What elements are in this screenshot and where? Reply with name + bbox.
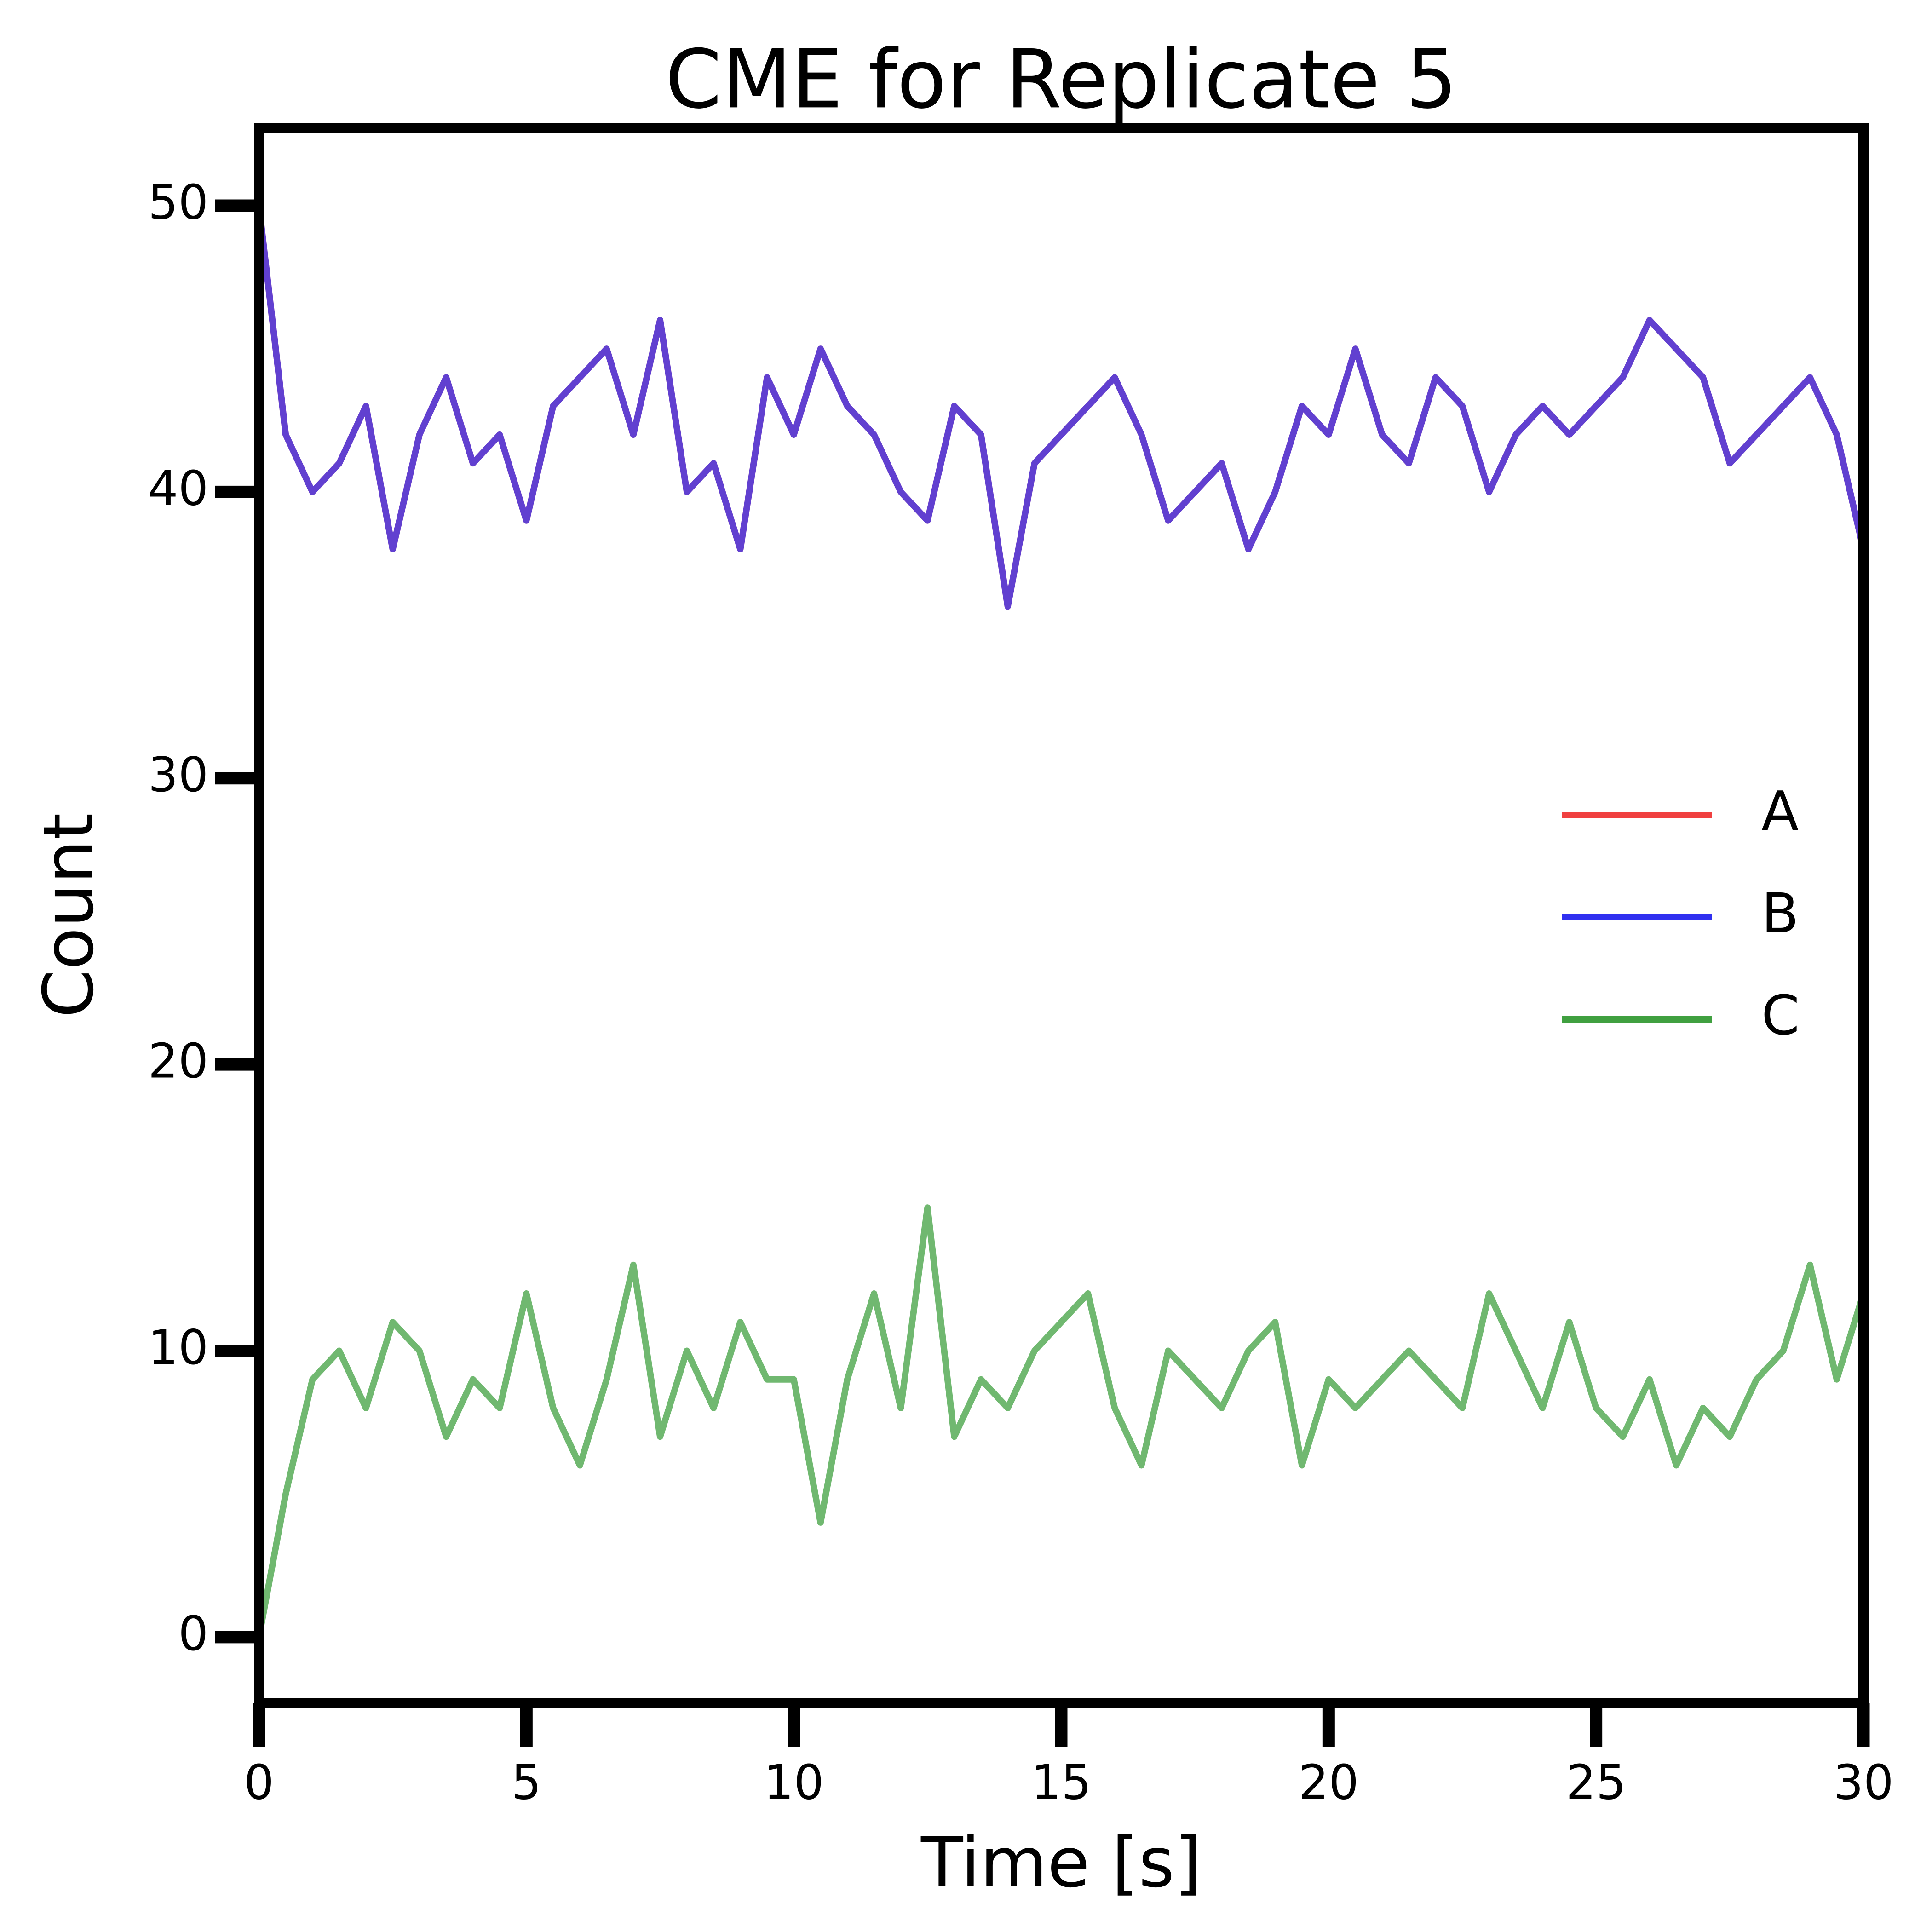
- y-tick-label: 40: [148, 461, 208, 517]
- legend-label: B: [1761, 882, 1799, 946]
- data-line: [256, 205, 1867, 610]
- y-tick-label: 50: [148, 175, 208, 230]
- x-tick-label: 0: [244, 1755, 274, 1810]
- x-tick-label: 5: [512, 1755, 542, 1810]
- y-axis-label: Count: [29, 813, 109, 1018]
- y-tick-label: 10: [148, 1320, 208, 1375]
- y-tick-label: 30: [148, 748, 208, 803]
- legend-label: C: [1761, 984, 1800, 1048]
- x-tick-label: 10: [764, 1755, 824, 1810]
- y-tick-label: 0: [178, 1606, 208, 1662]
- x-tick-label: 30: [1833, 1755, 1893, 1810]
- y-tick-label: 20: [148, 1034, 208, 1089]
- data-line: [256, 205, 1867, 610]
- data-line: [256, 1204, 1867, 1638]
- x-tick-label: 15: [1031, 1755, 1091, 1810]
- x-tick-label: 25: [1566, 1755, 1626, 1810]
- chart-title: CME for Replicate 5: [665, 32, 1457, 126]
- x-axis-label: Time [s]: [920, 1823, 1202, 1903]
- legend-label: A: [1761, 780, 1799, 844]
- x-tick-label: 20: [1299, 1755, 1359, 1810]
